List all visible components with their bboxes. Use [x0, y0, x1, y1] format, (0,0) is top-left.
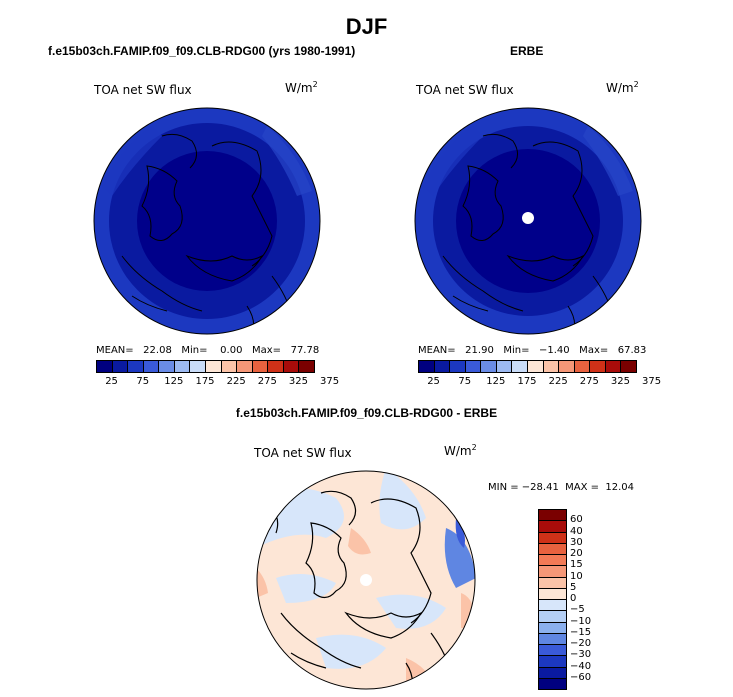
difference-colorbar-ticks: 60 40 30 20 15 10 5 0 −5 −10 −15 −20 −30 −40 −60: [570, 509, 610, 689]
colorbar-swatch: [205, 360, 222, 373]
panel-1-variable-label: TOA net SW flux: [94, 83, 192, 97]
difference-minmax: MIN = −28.41 MAX = 12.04: [488, 482, 635, 493]
colorbar-tick-label: −20: [570, 638, 592, 649]
colorbar-swatch: [620, 360, 637, 373]
colorbar-tick-label: 125: [486, 376, 506, 387]
colorbar-tick-label: 60: [570, 514, 583, 526]
colorbar-swatch: [604, 360, 622, 373]
difference-unit: W/m2: [444, 443, 477, 458]
panel-2-stats: MEAN= 21.90 Min= −1.40 Max= 67.83: [418, 345, 647, 356]
panel-2-unit: W/m2: [606, 80, 639, 95]
colorbar-tick-label: 275: [257, 376, 277, 387]
difference-variable-label: TOA net SW flux: [254, 446, 352, 460]
colorbar-tick-label: 225: [226, 376, 246, 387]
panel-2-heading: ERBE: [510, 44, 544, 58]
difference-heading: f.e15b03ch.FAMIP.f09_f09.CLB-RDG00 - ERB…: [235, 406, 498, 420]
colorbar-swatch: [449, 360, 466, 373]
colorbar-tick-label: 30: [570, 536, 583, 548]
panel-2-colorbar-ticks: 25 75 125 175 225 275 325 375: [418, 376, 661, 388]
colorbar-swatch: [589, 360, 606, 373]
colorbar-swatch: [418, 360, 435, 373]
colorbar-swatch: [573, 360, 591, 373]
colorbar-swatch: [189, 360, 206, 373]
panel-1-stats: MEAN= 22.08 Min= 0.00 Max= 77.78: [96, 345, 320, 356]
colorbar-tick-label: 10: [570, 570, 583, 582]
panel-2-colorbar: [418, 360, 637, 373]
difference-colorbar: [538, 509, 567, 690]
colorbar-swatch: [464, 360, 482, 373]
colorbar-swatch: [495, 360, 513, 373]
colorbar-swatch: [236, 360, 253, 373]
colorbar-swatch: [511, 360, 528, 373]
colorbar-tick-label: 225: [548, 376, 568, 387]
colorbar-swatch: [282, 360, 300, 373]
colorbar-tick-label: 25: [427, 376, 440, 387]
colorbar-swatch: [298, 360, 315, 373]
panel-1-colorbar: [96, 360, 315, 373]
colorbar-tick-label: −40: [570, 660, 592, 672]
panel-1-unit: W/m2: [285, 80, 318, 95]
colorbar-tick-label: 375: [642, 376, 662, 387]
colorbar-tick-label: 75: [136, 376, 150, 387]
colorbar-tick-label: 20: [570, 548, 583, 559]
colorbar-tick-label: 0: [570, 593, 577, 604]
colorbar-tick-label: 25: [105, 376, 118, 387]
panel-2-variable-label: TOA net SW flux: [416, 83, 514, 97]
colorbar-tick-label: 325: [288, 376, 308, 387]
colorbar-tick-label: 325: [610, 376, 630, 387]
colorbar-tick-label: −30: [570, 649, 592, 661]
colorbar-swatch: [96, 360, 113, 373]
colorbar-swatch: [158, 360, 175, 373]
figure-title: DJF: [345, 14, 388, 39]
panel-1-heading: f.e15b03ch.FAMIP.f09_f09.CLB-RDG00 (yrs …: [48, 44, 356, 58]
colorbar-swatch: [127, 360, 144, 373]
panel-1-colorbar-ticks: 25 75 125 175 225 275 325 375: [96, 376, 339, 388]
colorbar-tick-label: 125: [164, 376, 184, 387]
colorbar-swatch: [527, 360, 544, 373]
colorbar-swatch: [251, 360, 269, 373]
colorbar-tick-label: −10: [570, 615, 592, 627]
panel-1-polar-map: [93, 107, 321, 335]
colorbar-tick-label: 275: [579, 376, 599, 387]
colorbar-swatch: [111, 360, 129, 373]
colorbar-tick-label: 15: [570, 559, 583, 571]
colorbar-swatch: [220, 360, 238, 373]
colorbar-tick-label: 175: [517, 376, 537, 387]
colorbar-tick-label: −5: [570, 604, 585, 616]
colorbar-tick-label: 5: [570, 581, 577, 593]
colorbar-swatch: [480, 360, 497, 373]
colorbar-tick-label: 40: [570, 525, 583, 537]
colorbar-tick-label: 75: [458, 376, 472, 387]
panel-2-pole-hole: [522, 212, 534, 224]
colorbar-swatch: [558, 360, 575, 373]
panel-2-polar-map: [414, 107, 642, 335]
colorbar-swatch: [267, 360, 284, 373]
colorbar-tick-label: 175: [195, 376, 215, 387]
colorbar-swatch: [142, 360, 160, 373]
colorbar-swatch: [173, 360, 191, 373]
colorbar-swatch: [433, 360, 451, 373]
colorbar-tick-label: −60: [570, 671, 592, 683]
difference-pole-hole: [360, 574, 372, 586]
colorbar-swatch: [538, 677, 567, 690]
difference-polar-map: [256, 470, 476, 690]
colorbar-swatch: [542, 360, 560, 373]
colorbar-tick-label: −15: [570, 626, 592, 638]
colorbar-tick-label: 375: [320, 376, 340, 387]
